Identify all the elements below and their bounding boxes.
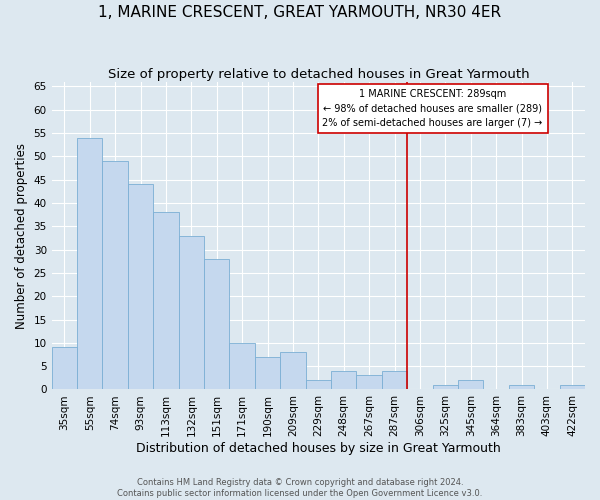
Bar bbox=[382, 371, 407, 390]
Bar bbox=[103, 161, 128, 390]
Bar bbox=[280, 352, 305, 390]
X-axis label: Distribution of detached houses by size in Great Yarmouth: Distribution of detached houses by size … bbox=[136, 442, 501, 455]
Bar bbox=[77, 138, 103, 390]
Bar bbox=[229, 343, 255, 390]
Bar bbox=[179, 236, 204, 390]
Title: Size of property relative to detached houses in Great Yarmouth: Size of property relative to detached ho… bbox=[107, 68, 529, 80]
Text: 1 MARINE CRESCENT: 289sqm
← 98% of detached houses are smaller (289)
2% of semi-: 1 MARINE CRESCENT: 289sqm ← 98% of detac… bbox=[322, 88, 543, 128]
Bar bbox=[255, 357, 280, 390]
Bar bbox=[305, 380, 331, 390]
Bar bbox=[128, 184, 153, 390]
Bar bbox=[509, 385, 534, 390]
Bar bbox=[52, 348, 77, 390]
Bar bbox=[331, 371, 356, 390]
Bar bbox=[458, 380, 484, 390]
Bar bbox=[204, 259, 229, 390]
Bar bbox=[433, 385, 458, 390]
Text: Contains HM Land Registry data © Crown copyright and database right 2024.
Contai: Contains HM Land Registry data © Crown c… bbox=[118, 478, 482, 498]
Y-axis label: Number of detached properties: Number of detached properties bbox=[15, 142, 28, 328]
Bar bbox=[356, 376, 382, 390]
Text: 1, MARINE CRESCENT, GREAT YARMOUTH, NR30 4ER: 1, MARINE CRESCENT, GREAT YARMOUTH, NR30… bbox=[98, 5, 502, 20]
Bar bbox=[560, 385, 585, 390]
Bar bbox=[153, 212, 179, 390]
